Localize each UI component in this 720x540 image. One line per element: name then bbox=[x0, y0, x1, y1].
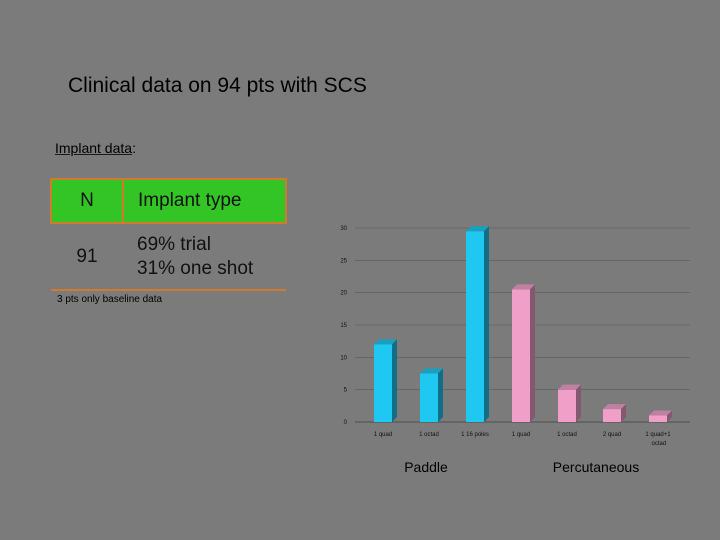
implant-type-one-shot: 31% one shot bbox=[137, 257, 254, 279]
x-tick-label: 1 quad bbox=[512, 432, 530, 438]
y-tick-label: 30 bbox=[340, 226, 347, 232]
bar-side bbox=[530, 284, 535, 422]
y-tick-label: 15 bbox=[340, 323, 347, 329]
implant-data-label-text: Implant data bbox=[55, 140, 133, 156]
bar-side bbox=[621, 404, 626, 422]
y-tick-label: 20 bbox=[340, 291, 347, 297]
bar-top bbox=[374, 339, 397, 345]
cell-implant-type: 69% trial 31% one shot bbox=[123, 223, 286, 291]
bar-side bbox=[438, 368, 443, 422]
bar-side bbox=[392, 339, 397, 422]
group-label-percutaneous: Percutaneous bbox=[553, 459, 639, 475]
bar-top bbox=[603, 404, 626, 410]
bar-top bbox=[649, 410, 672, 416]
bar bbox=[603, 409, 621, 422]
header-n: N bbox=[50, 178, 124, 224]
bar-top bbox=[466, 226, 489, 232]
bar-side bbox=[667, 410, 672, 422]
implant-data-label: Implant data: bbox=[55, 140, 136, 156]
y-tick-label: 5 bbox=[344, 388, 348, 394]
y-tick-label: 0 bbox=[344, 420, 348, 426]
slide-title: Clinical data on 94 pts with SCS bbox=[68, 74, 367, 97]
x-tick-label: 1 octad bbox=[557, 432, 577, 438]
y-tick-label: 25 bbox=[340, 258, 347, 264]
bar bbox=[466, 231, 484, 422]
implant-data-label-colon: : bbox=[132, 140, 136, 156]
implant-table-header-row: N Implant type bbox=[50, 178, 287, 224]
bar bbox=[558, 389, 576, 422]
header-implant-type: Implant type bbox=[122, 178, 287, 224]
x-tick-label: 1 16 poles bbox=[461, 432, 489, 438]
bar-top bbox=[420, 368, 443, 374]
group-label-paddle: Paddle bbox=[404, 459, 448, 475]
bar-side bbox=[484, 226, 489, 422]
bar bbox=[374, 344, 392, 422]
bar bbox=[512, 289, 530, 422]
implant-table-row: 91 69% trial 31% one shot bbox=[51, 223, 286, 291]
x-tick-label: 2 quad bbox=[603, 432, 621, 438]
footnote: 3 pts only baseline data bbox=[57, 294, 163, 305]
x-tick-label: 1 octad bbox=[419, 432, 439, 438]
implant-table: N Implant type 91 69% trial 31% one shot bbox=[50, 178, 287, 291]
x-tick-label: 1 quad bbox=[374, 432, 392, 438]
bar-top bbox=[512, 284, 535, 290]
bar bbox=[649, 415, 667, 422]
x-tick-label: 1 quad+1 octad bbox=[645, 432, 671, 447]
bar-top bbox=[558, 384, 581, 390]
cell-n: 91 bbox=[51, 223, 123, 291]
y-tick-label: 10 bbox=[340, 355, 347, 361]
implant-type-trial: 69% trial bbox=[137, 233, 211, 255]
bar-side bbox=[576, 384, 581, 422]
bar bbox=[420, 373, 438, 422]
